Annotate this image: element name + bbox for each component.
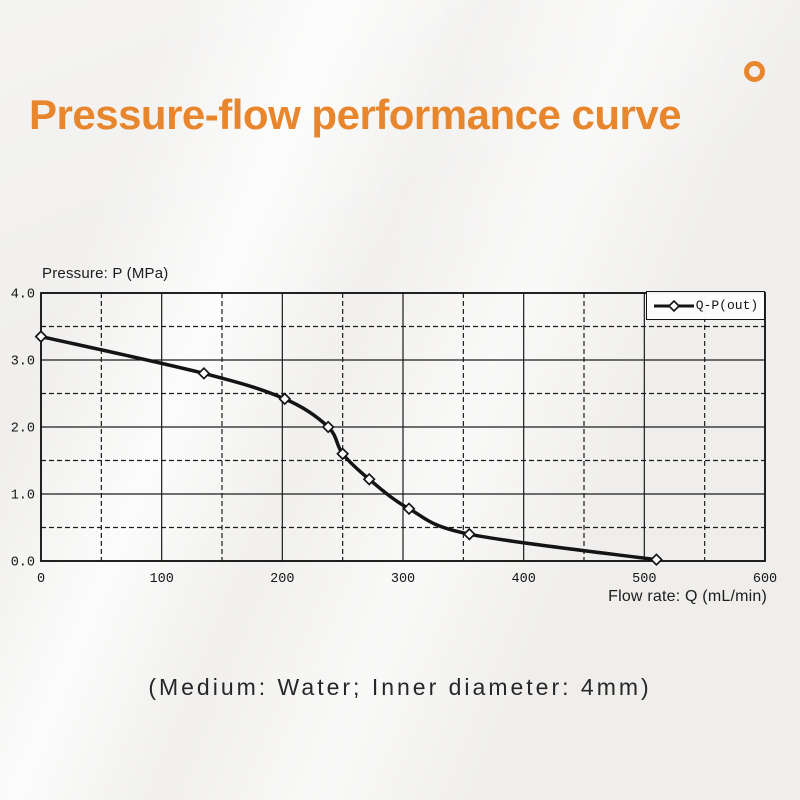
svg-text:3.0: 3.0 xyxy=(11,355,35,370)
ring-ornament-icon xyxy=(744,61,765,82)
page-title: Pressure-flow performance curve xyxy=(29,91,682,138)
legend-line-marker-icon xyxy=(653,299,694,312)
chart-caption: (Medium: Water; Inner diameter: 4mm) xyxy=(148,674,652,700)
svg-text:200: 200 xyxy=(270,572,294,587)
svg-text:2.0: 2.0 xyxy=(11,422,35,437)
x-axis-title: Flow rate: Q (mL/min) xyxy=(608,588,767,605)
svg-text:400: 400 xyxy=(512,572,536,587)
svg-text:0.0: 0.0 xyxy=(11,556,35,571)
svg-text:300: 300 xyxy=(391,572,415,587)
svg-text:100: 100 xyxy=(150,572,174,587)
svg-text:0: 0 xyxy=(37,572,45,587)
svg-text:4.0: 4.0 xyxy=(11,288,35,303)
svg-text:600: 600 xyxy=(753,572,777,587)
svg-text:1.0: 1.0 xyxy=(11,489,35,504)
legend-box: Q-P(out) xyxy=(646,291,765,320)
legend-series-label: Q-P(out) xyxy=(695,298,759,313)
svg-text:500: 500 xyxy=(632,572,656,587)
y-axis-title: Pressure: P (MPa) xyxy=(42,265,169,282)
